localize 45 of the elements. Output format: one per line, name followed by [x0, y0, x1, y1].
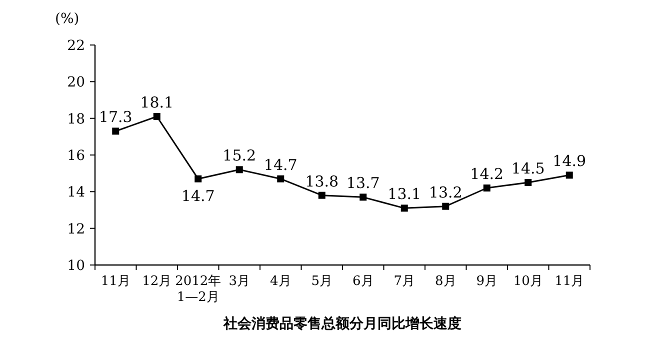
y-tick-label: 14: [67, 184, 86, 201]
x-tick-label: 3月: [228, 274, 250, 289]
y-tick-label: 22: [67, 38, 85, 54]
data-label: 14.7: [264, 156, 298, 174]
data-label: 18.1: [140, 94, 174, 112]
x-tick-label: 9月: [476, 274, 498, 289]
y-tick-label: 10: [67, 258, 85, 274]
y-tick-label: 18: [67, 111, 85, 128]
y-axis-title: (%): [55, 11, 80, 27]
data-label: 14.7: [181, 186, 215, 205]
data-label: 17.3: [98, 108, 132, 126]
y-tick-label: 16: [67, 148, 86, 164]
point: [442, 202, 450, 210]
point: [360, 194, 367, 201]
point: [236, 166, 243, 174]
point: [400, 204, 408, 212]
point: [318, 192, 326, 199]
point: [277, 175, 284, 182]
data-label: 14.2: [470, 165, 504, 183]
x-tick-label: 7月: [394, 274, 416, 289]
point: [566, 172, 573, 179]
data-label: 13.2: [428, 183, 462, 202]
x-tick-label: 11月: [554, 274, 584, 289]
text: 社会消费品零售总额分月同比增长速度: [222, 315, 462, 332]
data-label: 15.2: [222, 146, 256, 165]
x-tick-label: 12月: [142, 274, 172, 289]
data-label: 14.5: [511, 160, 545, 178]
data-label: 13.8: [305, 172, 339, 190]
x-tick-label: 11月: [100, 274, 130, 289]
x-tick-label: 2012年 1—2月: [175, 274, 222, 305]
point: [483, 184, 490, 192]
y-tick-label: 12: [67, 221, 85, 238]
x-tick-label: 10月: [513, 274, 543, 289]
x-tick-label: 5月: [311, 274, 333, 289]
point: [153, 113, 160, 120]
data-label: 14.9: [552, 152, 586, 170]
data-label: 13.1: [388, 185, 422, 204]
point: [194, 175, 202, 182]
point: [112, 128, 120, 135]
point: [524, 179, 532, 186]
x-tick-label: 4月: [270, 274, 292, 289]
y-tick-label: 20: [67, 74, 85, 91]
x-tick-label: 6月: [352, 274, 374, 289]
data-label: 13.7: [346, 174, 380, 192]
x-tick-label: 8月: [434, 274, 456, 289]
